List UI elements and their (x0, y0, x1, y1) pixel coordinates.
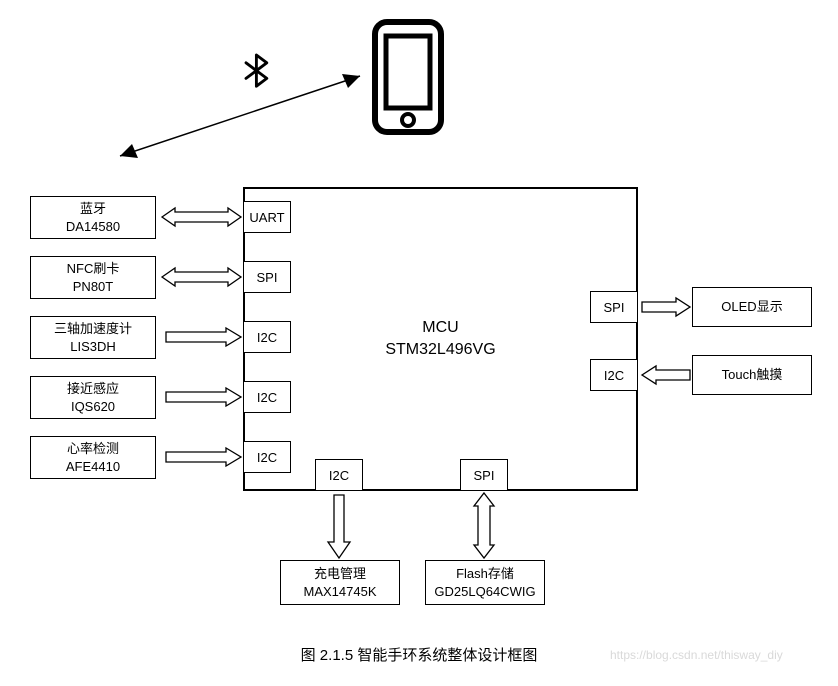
port-i2c-accel: I2C (243, 321, 291, 353)
block-accel: 三轴加速度计 LIS3DH (30, 316, 156, 359)
arrow-nfc (162, 268, 241, 286)
port-uart: UART (243, 201, 291, 233)
arrow-accel (166, 328, 241, 346)
block-prox: 接近感应 IQS620 (30, 376, 156, 419)
port-i2c-accel-label: I2C (257, 330, 277, 345)
bluetooth-icon (246, 55, 267, 86)
block-accel-l2: LIS3DH (70, 338, 116, 356)
watermark-label: https://blog.csdn.net/thisway_diy (610, 648, 783, 662)
block-bt: 蓝牙 DA14580 (30, 196, 156, 239)
port-spi-oled: SPI (590, 291, 638, 323)
phone-bt-arrow (120, 74, 360, 158)
smartphone-icon (375, 22, 441, 132)
block-flash: Flash存储 GD25LQ64CWIG (425, 560, 545, 605)
block-accel-l1: 三轴加速度计 (54, 320, 132, 338)
block-oled: OLED显示 (692, 287, 812, 327)
block-prox-l2: IQS620 (71, 398, 115, 416)
port-spi-flash: SPI (460, 459, 508, 491)
block-hr: 心率检测 AFE4410 (30, 436, 156, 479)
mcu-title: MCU (422, 317, 458, 339)
arrow-hr (166, 448, 241, 466)
port-i2c-prox: I2C (243, 381, 291, 413)
block-touch: Touch触摸 (692, 355, 812, 395)
block-nfc: NFC刷卡 PN80T (30, 256, 156, 299)
port-i2c-hr: I2C (243, 441, 291, 473)
block-nfc-l2: PN80T (73, 278, 113, 296)
port-spi-oled-label: SPI (604, 300, 625, 315)
arrow-prox (166, 388, 241, 406)
block-nfc-l1: NFC刷卡 (67, 260, 120, 278)
port-i2c-touch: I2C (590, 359, 638, 391)
port-spi-flash-label: SPI (474, 468, 495, 483)
mcu-block: MCU STM32L496VG (243, 187, 638, 491)
block-prox-l1: 接近感应 (67, 380, 119, 398)
port-i2c-prox-label: I2C (257, 390, 277, 405)
arrow-flash (474, 493, 494, 558)
port-i2c-chg: I2C (315, 459, 363, 491)
port-spi-nfc-label: SPI (257, 270, 278, 285)
port-i2c-touch-label: I2C (604, 368, 624, 383)
block-flash-l2: GD25LQ64CWIG (434, 583, 535, 601)
mcu-part: STM32L496VG (385, 339, 495, 361)
architecture-diagram: MCU STM32L496VG 蓝牙 DA14580 NFC刷卡 PN80T 三… (0, 0, 838, 686)
block-hr-l1: 心率检测 (67, 440, 119, 458)
block-charging-l1: 充电管理 (314, 565, 366, 583)
watermark-text: https://blog.csdn.net/thisway_diy (610, 648, 783, 662)
port-i2c-chg-label: I2C (329, 468, 349, 483)
port-uart-label: UART (249, 210, 284, 225)
block-bt-l2: DA14580 (66, 218, 120, 236)
arrow-charging (328, 495, 350, 558)
port-i2c-hr-label: I2C (257, 450, 277, 465)
port-spi-nfc: SPI (243, 261, 291, 293)
figure-caption-text: 图 2.1.5 智能手环系统整体设计框图 (301, 647, 538, 664)
block-charging: 充电管理 MAX14745K (280, 560, 400, 605)
block-bt-l1: 蓝牙 (80, 200, 106, 218)
block-oled-l1: OLED显示 (721, 298, 782, 316)
block-charging-l2: MAX14745K (304, 583, 377, 601)
arrow-bt (162, 208, 241, 226)
block-touch-l1: Touch触摸 (722, 366, 783, 384)
arrow-oled (642, 298, 690, 316)
block-hr-l2: AFE4410 (66, 458, 120, 476)
arrow-touch (642, 366, 690, 384)
block-flash-l1: Flash存储 (456, 565, 514, 583)
